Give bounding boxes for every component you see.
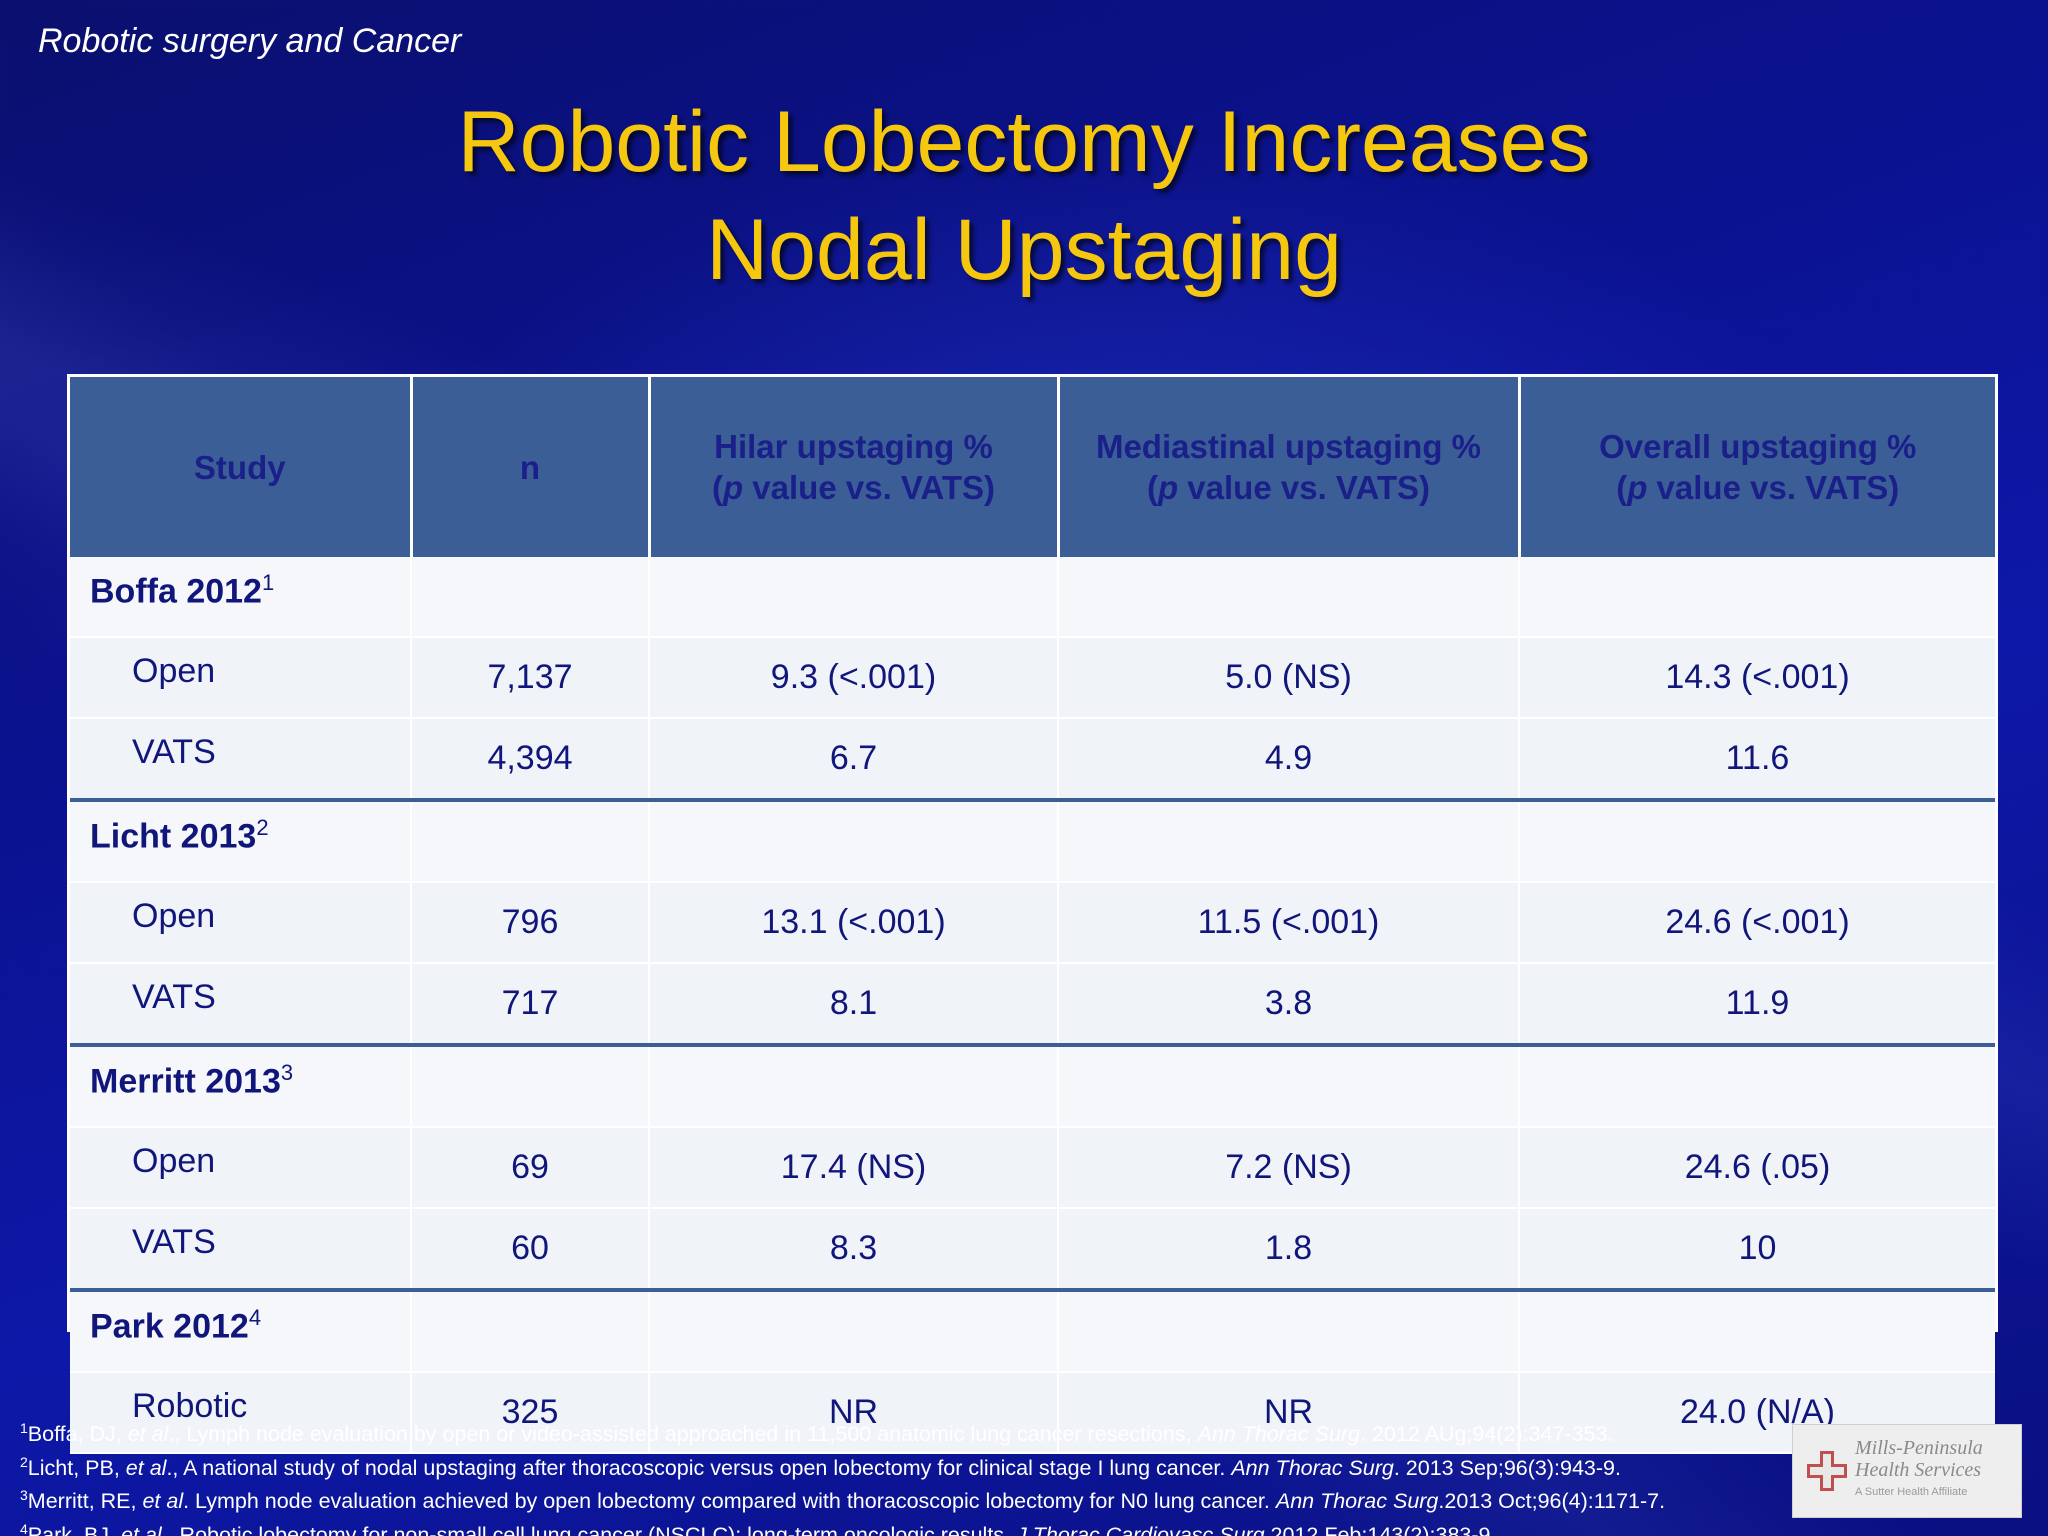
reference-item: 4Park, BJ, et al., Robotic lobectomy for… bbox=[20, 1520, 1497, 1536]
table-row: Open 796 13.1 (<.001) 11.5 (<.001) 24.6 … bbox=[70, 882, 1995, 964]
header-overall-label: Overall upstaging % bbox=[1599, 428, 1917, 465]
arm-cell: Robotic bbox=[70, 1372, 412, 1454]
n-cell: 796 bbox=[411, 882, 650, 964]
n-cell: 60 bbox=[411, 1208, 650, 1292]
study-name-cell: Park 20124 bbox=[70, 1290, 412, 1373]
hilar-cell: 9.3 (<.001) bbox=[649, 637, 1059, 719]
logo-line-3: A Sutter Health Affiliate bbox=[1855, 1486, 1968, 1498]
header-overall: Overall upstaging % (p value vs. VATS) bbox=[1519, 377, 1995, 557]
reference-item: 1Boffa, DJ, et al., Lymph node evaluatio… bbox=[20, 1420, 1614, 1447]
cross-logo-icon bbox=[1807, 1451, 1847, 1491]
study-name-cell: Boffa 20121 bbox=[70, 557, 412, 638]
overall-cell: 24.6 (.05) bbox=[1519, 1127, 1995, 1209]
slide-title: Robotic Lobectomy Increases Nodal Upstag… bbox=[0, 88, 2048, 304]
overall-cell: 10 bbox=[1519, 1208, 1995, 1292]
upstaging-table-grid: Study n Hilar upstaging % (p value vs. V… bbox=[70, 377, 1995, 1454]
table-row-study-boffa: Boffa 20121 bbox=[70, 557, 1995, 638]
mediastinal-cell: NR bbox=[1058, 1372, 1520, 1454]
mediastinal-cell: 5.0 (NS) bbox=[1058, 637, 1520, 719]
overall-cell: 24.6 (<.001) bbox=[1519, 882, 1995, 964]
table-row: VATS 4,394 6.7 4.9 11.6 bbox=[70, 718, 1995, 802]
table-row: VATS 60 8.3 1.8 10 bbox=[70, 1208, 1995, 1292]
table-row: VATS 717 8.1 3.8 11.9 bbox=[70, 963, 1995, 1047]
upstaging-table: Study n Hilar upstaging % (p value vs. V… bbox=[67, 374, 1998, 1454]
mediastinal-cell: 4.9 bbox=[1058, 718, 1520, 802]
references: 1Boffa, DJ, et al., Lymph node evaluatio… bbox=[20, 1415, 1780, 1536]
header-mediastinal-label: Mediastinal upstaging % bbox=[1095, 428, 1482, 465]
table-header-row: Study n Hilar upstaging % (p value vs. V… bbox=[70, 377, 1995, 557]
mediastinal-cell: 3.8 bbox=[1058, 963, 1520, 1047]
n-cell: 7,137 bbox=[411, 637, 650, 719]
arm-cell: VATS bbox=[70, 1208, 412, 1292]
mediastinal-cell: 7.2 (NS) bbox=[1058, 1127, 1520, 1209]
logo-line-2: Health Services bbox=[1855, 1459, 1982, 1481]
header-hilar: Hilar upstaging % (p value vs. VATS) bbox=[649, 377, 1060, 557]
table-row: Robotic 325 NR NR 24.0 (N/A) bbox=[70, 1372, 1995, 1454]
hilar-cell: NR bbox=[649, 1372, 1059, 1454]
reference-item: 2Licht, PB, et al., A national study of … bbox=[20, 1453, 1621, 1480]
table-row-study-licht: Licht 20132 bbox=[70, 800, 1995, 883]
study-name-cell: Merritt 20133 bbox=[70, 1045, 412, 1128]
overall-cell: 11.6 bbox=[1519, 718, 1995, 802]
header-mediastinal-pvalue: (p value vs. VATS) bbox=[1146, 469, 1431, 506]
hilar-cell: 13.1 (<.001) bbox=[649, 882, 1059, 964]
header-n: n bbox=[411, 377, 651, 557]
header-mediastinal: Mediastinal upstaging % (p value vs. VAT… bbox=[1058, 377, 1521, 557]
logo-text: Mills-Peninsula Health Services A Sutter… bbox=[1855, 1437, 1983, 1503]
hilar-cell: 6.7 bbox=[649, 718, 1059, 802]
header-overall-pvalue: (p value vs. VATS) bbox=[1616, 469, 1900, 506]
overall-cell: 14.3 (<.001) bbox=[1519, 637, 1995, 719]
arm-cell: Open bbox=[70, 1127, 412, 1209]
table-row: Open 69 17.4 (NS) 7.2 (NS) 24.6 (.05) bbox=[70, 1127, 1995, 1209]
slide-title-line-2: Nodal Upstaging bbox=[706, 202, 1342, 298]
header-hilar-label: Hilar upstaging % bbox=[714, 428, 993, 465]
hilar-cell: 8.3 bbox=[649, 1208, 1059, 1292]
n-cell: 69 bbox=[411, 1127, 650, 1209]
arm-cell: Open bbox=[70, 882, 412, 964]
arm-cell: VATS bbox=[70, 963, 412, 1047]
n-cell: 717 bbox=[411, 963, 650, 1047]
n-cell: 325 bbox=[411, 1372, 650, 1454]
section-label: Robotic surgery and Cancer bbox=[38, 22, 462, 60]
mediastinal-cell: 11.5 (<.001) bbox=[1058, 882, 1520, 964]
header-hilar-pvalue: (p value vs. VATS) bbox=[711, 469, 996, 506]
reference-item: 3Merritt, RE, et al. Lymph node evaluati… bbox=[20, 1487, 1666, 1514]
hilar-cell: 17.4 (NS) bbox=[649, 1127, 1059, 1209]
organization-logo: Mills-Peninsula Health Services A Sutter… bbox=[1792, 1424, 2022, 1518]
table-row-study-park: Park 20124 bbox=[70, 1290, 1995, 1373]
mediastinal-cell: 1.8 bbox=[1058, 1208, 1520, 1292]
arm-cell: Open bbox=[70, 637, 412, 719]
logo-line-1: Mills-Peninsula bbox=[1855, 1437, 1983, 1459]
overall-cell: 11.9 bbox=[1519, 963, 1995, 1047]
study-name-cell: Licht 20132 bbox=[70, 800, 412, 883]
hilar-cell: 8.1 bbox=[649, 963, 1059, 1047]
slide-title-line-1: Robotic Lobectomy Increases bbox=[457, 94, 1591, 190]
header-study: Study bbox=[70, 377, 413, 557]
n-cell: 4,394 bbox=[411, 718, 650, 802]
table-row-study-merritt: Merritt 20133 bbox=[70, 1045, 1995, 1128]
arm-cell: VATS bbox=[70, 718, 412, 802]
table-row: Open 7,137 9.3 (<.001) 5.0 (NS) 14.3 (<.… bbox=[70, 637, 1995, 719]
